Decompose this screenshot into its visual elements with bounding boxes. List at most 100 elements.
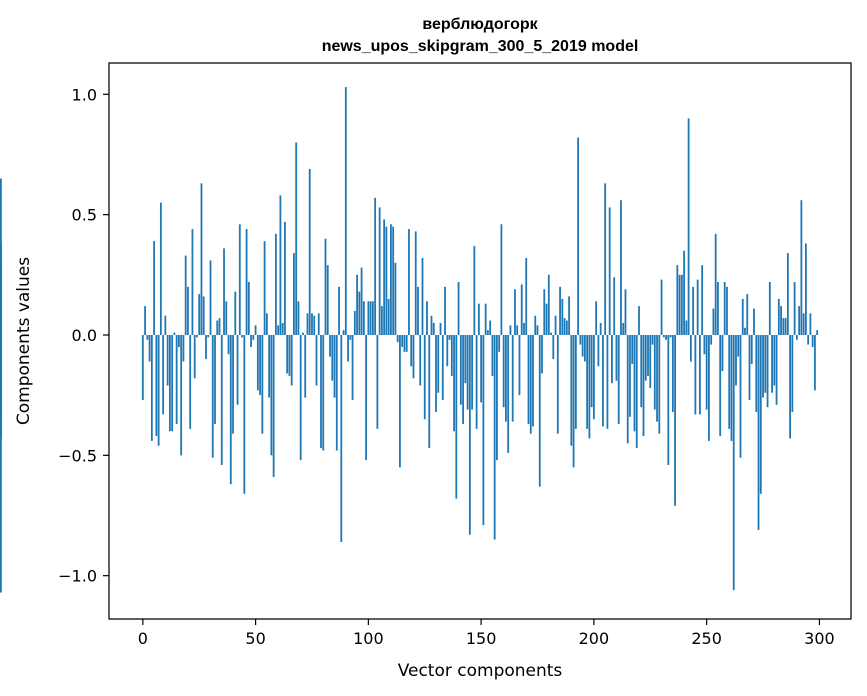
bar (247, 282, 250, 335)
bar (509, 325, 512, 335)
y-axis-ticks: 1.0 0.5 0.0 −0.5 −1.0 (58, 85, 109, 586)
x-tick-label: 250 (691, 629, 722, 648)
bar (342, 330, 345, 335)
bar (644, 334, 647, 381)
bar (322, 334, 325, 451)
bar (216, 320, 219, 335)
bar (198, 294, 201, 335)
bar (505, 334, 507, 422)
bar (550, 332, 552, 335)
bar (392, 226, 395, 335)
bar (324, 238, 327, 335)
bar (450, 334, 453, 376)
bar (723, 282, 726, 335)
bar (814, 334, 816, 391)
bar (421, 257, 424, 335)
bar (565, 320, 568, 335)
bar (552, 334, 555, 360)
bar (326, 265, 329, 335)
bar (570, 334, 573, 446)
bar (338, 286, 340, 335)
bar (241, 334, 243, 338)
bar (764, 334, 767, 393)
bar (329, 334, 331, 357)
bar (717, 282, 719, 335)
plot-frame (108, 62, 852, 620)
bar (592, 334, 595, 420)
bar (369, 301, 372, 335)
bar (243, 334, 246, 494)
bar (647, 334, 649, 376)
bar (753, 308, 755, 335)
bar (602, 334, 604, 427)
bar (196, 334, 198, 338)
bar (480, 334, 483, 403)
bar (437, 334, 440, 393)
bar (315, 334, 318, 386)
bar (383, 219, 386, 335)
bar (692, 286, 695, 335)
bar (559, 286, 561, 335)
bar (568, 296, 570, 335)
bar (529, 334, 532, 434)
bar (712, 308, 715, 335)
bar (617, 334, 620, 425)
bar (489, 320, 492, 335)
bar (365, 334, 367, 461)
bar (304, 334, 307, 398)
bar (595, 301, 598, 335)
bar (317, 313, 320, 335)
bar (735, 334, 737, 386)
bar (302, 332, 304, 335)
bar (464, 334, 467, 384)
bar (218, 318, 221, 335)
bar (748, 334, 751, 400)
bar (642, 334, 645, 437)
bar (0, 334, 2, 381)
bar (0, 294, 2, 335)
bar (281, 322, 284, 335)
bar (563, 318, 566, 335)
bar (263, 241, 266, 335)
bar (453, 334, 455, 432)
bar (710, 334, 713, 345)
bar (376, 334, 379, 429)
bar (507, 334, 510, 453)
bar (351, 334, 354, 400)
bar (554, 315, 557, 335)
bar (297, 301, 300, 335)
bars-group (0, 87, 819, 593)
bar (236, 334, 239, 405)
bar (746, 294, 749, 335)
bar (579, 334, 582, 345)
bar (633, 334, 636, 432)
bar (432, 322, 435, 335)
bar (200, 183, 203, 335)
bar (374, 197, 377, 335)
bar (581, 334, 584, 357)
bar (457, 282, 460, 335)
bar (428, 334, 431, 449)
bar (448, 334, 451, 340)
bar (209, 260, 212, 335)
bar (349, 334, 352, 340)
bar (256, 334, 259, 391)
y-tick-label: 0.0 (72, 326, 97, 345)
bar (299, 334, 302, 461)
bar (561, 298, 564, 335)
bar (153, 241, 155, 335)
bar (311, 313, 313, 335)
bar (238, 224, 241, 335)
bar (649, 334, 652, 388)
bar (807, 334, 810, 345)
bar (340, 334, 343, 542)
bar (178, 334, 180, 348)
bar (159, 202, 162, 335)
bar (789, 334, 791, 439)
bar (189, 334, 192, 429)
bar (417, 286, 419, 335)
bar (259, 334, 261, 396)
bar (786, 253, 789, 335)
bar (202, 296, 205, 335)
